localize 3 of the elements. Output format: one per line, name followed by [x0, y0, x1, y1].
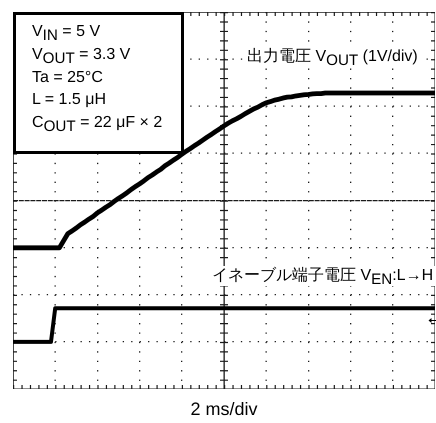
x-axis-title: 2 ms/div [189, 398, 259, 420]
annotation: L = 1.5 μH [32, 90, 107, 110]
text: Ta = 25°C [32, 68, 104, 88]
